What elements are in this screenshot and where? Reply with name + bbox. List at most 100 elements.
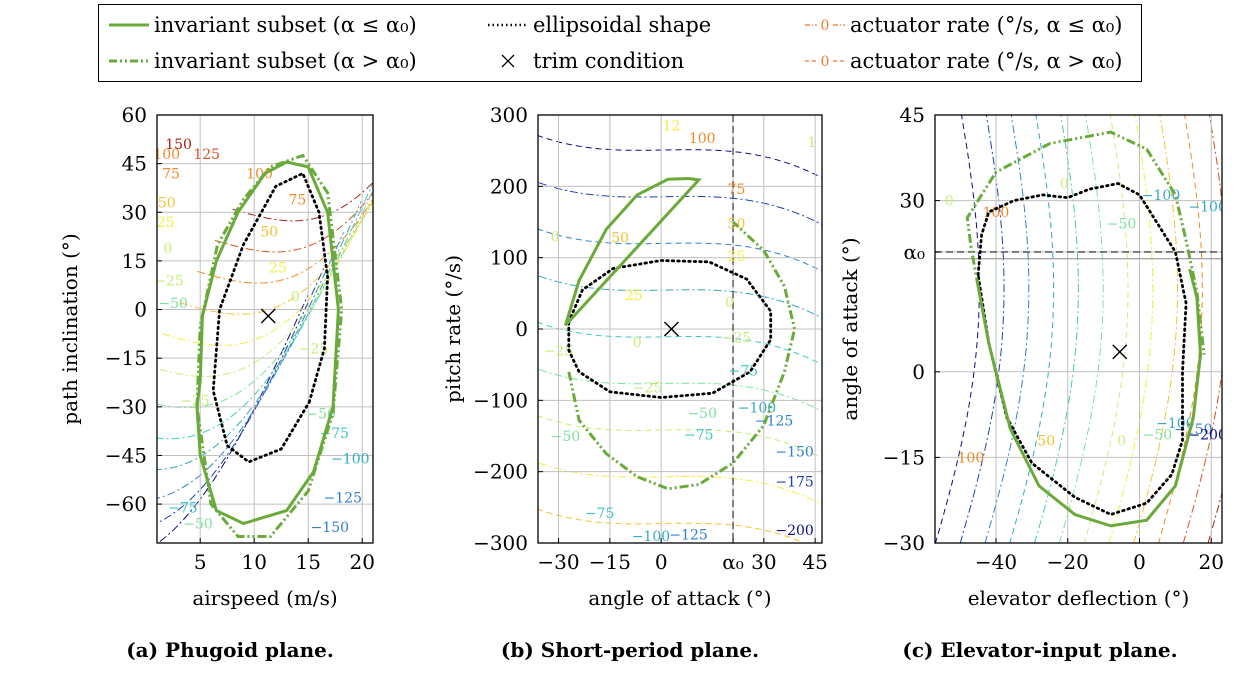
contour-label-7: 0 xyxy=(633,335,642,351)
x-axis-label: elevator deflection (°) xyxy=(968,586,1190,610)
contour-label-5: 25 xyxy=(269,260,287,276)
y-tick-label-6: 30 xyxy=(122,200,147,224)
contour-label-19: −50 xyxy=(158,296,188,312)
contour-line-3 xyxy=(538,275,822,319)
contour-label-1: 100 xyxy=(689,131,716,147)
legend-sample-zero: 0 xyxy=(821,18,830,33)
contour-label-12: −200 xyxy=(1188,428,1226,444)
invariant-subset-low xyxy=(195,160,340,526)
contour-label-10: −100 xyxy=(1156,416,1194,432)
contour-label-8: 0 xyxy=(725,295,734,311)
contour-label-0: 150 xyxy=(165,137,192,153)
contour-line-5 xyxy=(1058,115,1104,543)
y-tick-label-1: −200 xyxy=(473,460,528,484)
legend-swatch-dashdot-rate: 0 xyxy=(805,18,845,33)
plot-area: 121007550502525000−25−25−50−50−75−75−75−… xyxy=(538,115,822,545)
contour-lines xyxy=(935,115,1222,543)
y-axis-label: path inclination (°) xyxy=(58,233,82,424)
contour-label-4: 50 xyxy=(260,225,278,241)
contour-labels: 121007550502525000−25−25−50−50−75−75−75−… xyxy=(544,119,816,545)
contour-label-2: 0 xyxy=(1060,176,1069,192)
contour-label-16: 25 xyxy=(157,215,175,231)
caption-elevator-input: (c) Elevator-input plane. xyxy=(902,638,1178,662)
plot-frame xyxy=(156,114,374,544)
contour-label-0: 12 xyxy=(663,119,681,135)
caption-short-period: (b) Short-period plane. xyxy=(500,638,760,662)
y-tick-label-8: 60 xyxy=(122,103,147,127)
chart-short-period-plane: 121007550502525000−25−25−50−50−75−75−75−… xyxy=(441,103,828,610)
contour-line-2 xyxy=(157,232,344,499)
y-tick-label-4: 0 xyxy=(134,298,147,322)
y-tick-label-0: −300 xyxy=(473,531,528,555)
contour-label-22: −175 xyxy=(775,475,813,491)
legend-label: invariant subset (α > α₀) xyxy=(154,49,417,73)
y-tick-label-1: −15 xyxy=(883,445,925,469)
legend-swatch-cross xyxy=(501,54,515,68)
contour-label-9: 0 xyxy=(551,229,560,245)
contour-label-5: −100 xyxy=(1188,199,1226,215)
contour-label-24: −25 xyxy=(633,380,663,396)
legend-label: ellipsoidal shape xyxy=(533,13,712,37)
x-tick-label-0: −40 xyxy=(975,550,1017,574)
contour-label-7: −25 xyxy=(299,341,329,357)
contour-line-8 xyxy=(179,200,373,315)
contour-line-0 xyxy=(935,115,980,543)
contour-label-12: −50 xyxy=(551,429,581,445)
x-axis-label: airspeed (m/s) xyxy=(192,586,337,610)
legend-label: trim condition xyxy=(533,49,685,73)
x-tick-label-3: 20 xyxy=(349,550,374,574)
legend-item-rate-low: 0 actuator rate (°/s, α ≤ α₀) xyxy=(805,9,1122,41)
contour-line-10 xyxy=(1182,115,1222,543)
ellipsoid-curve xyxy=(211,171,330,464)
contour-line-0 xyxy=(538,135,822,179)
contour-label-18: −100 xyxy=(738,400,776,416)
contour-line-11 xyxy=(232,181,373,222)
contour-line-8 xyxy=(1133,115,1178,543)
x-tick-label-2: 15 xyxy=(295,550,320,574)
y-tick-label-2: −100 xyxy=(473,388,528,412)
caption-phugoid: (a) Phugoid plane. xyxy=(126,638,334,662)
y-tick-label-5: 200 xyxy=(490,174,528,198)
x-tick-label-2: 0 xyxy=(655,550,668,574)
legend-label: actuator rate (°/s, α ≤ α₀) xyxy=(850,13,1123,37)
y-tick-label-1: −45 xyxy=(105,443,147,467)
contour-label-14: −75 xyxy=(585,506,615,522)
contour-line-9 xyxy=(1158,115,1203,543)
x-tick-label-0: 5 xyxy=(194,550,207,574)
contour-line-2 xyxy=(538,228,822,272)
contour-line-8 xyxy=(538,508,806,543)
invariant-subset-low xyxy=(976,268,1203,528)
contour-line-7 xyxy=(1108,115,1154,543)
contour-label-9: −50 xyxy=(1143,428,1173,444)
contour-label-21: −50 xyxy=(183,517,213,533)
chart-phugoid-plane: 1501251007550250−25−25−50−75−100−125−150… xyxy=(58,103,375,610)
contour-label-15: −75 xyxy=(684,428,714,444)
legend-item-rate-high: 0 actuator rate (°/s, α > α₀) xyxy=(805,45,1122,77)
x-tick-label-1: −15 xyxy=(589,550,631,574)
contour-label-10: −25 xyxy=(544,343,574,359)
contour-line-10 xyxy=(214,192,373,253)
contour-label-6: 100 xyxy=(958,450,985,466)
x-tick-label-1: 10 xyxy=(241,550,266,574)
contour-label-6: 25 xyxy=(728,249,746,265)
contour-label-11: −25 xyxy=(722,331,752,347)
legend-item-invariant-high: invariant subset (α > α₀) xyxy=(109,45,417,77)
legend-swatch-dashed-rate: 0 xyxy=(805,54,845,69)
legend-swatch-solid xyxy=(109,23,149,27)
y-tick-label-5: 45 xyxy=(900,103,925,127)
contour-label-8: 0 xyxy=(1117,433,1126,449)
legend-swatch-dotted xyxy=(488,23,528,27)
contour-line-6 xyxy=(1083,115,1129,543)
contour-label-13: −50 xyxy=(687,406,717,422)
contour-label-20: −125 xyxy=(755,413,793,429)
legend-item-ellipsoid: ellipsoidal shape xyxy=(488,9,711,41)
contour-line-1 xyxy=(959,115,1005,543)
contour-label-17: −100 xyxy=(632,529,670,545)
ellipsoid-curve xyxy=(976,182,1188,517)
y-axis-label: pitch rate (°/s) xyxy=(441,255,465,403)
invariant-subset-high xyxy=(195,153,344,538)
contour-line-5 xyxy=(538,368,822,412)
y-tick-label-4: 30 xyxy=(900,189,925,213)
y-tick-label-2: −30 xyxy=(105,395,147,419)
x-tick-label-2: 0 xyxy=(1133,550,1146,574)
